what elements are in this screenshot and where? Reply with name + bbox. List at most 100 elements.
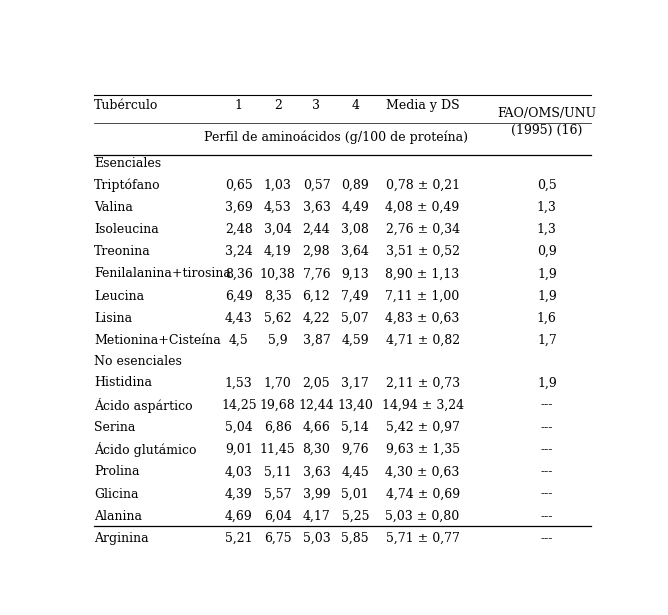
- Text: 4,5: 4,5: [229, 334, 248, 347]
- Text: ---: ---: [540, 466, 553, 478]
- Text: 1,9: 1,9: [537, 290, 556, 303]
- Text: 1,03: 1,03: [264, 178, 291, 191]
- Text: 10,38: 10,38: [260, 268, 295, 280]
- Text: 0,9: 0,9: [537, 245, 556, 258]
- Text: Serina: Serina: [94, 421, 135, 434]
- Text: 4,83 ± 0,63: 4,83 ± 0,63: [385, 312, 460, 325]
- Text: 5,57: 5,57: [264, 488, 291, 501]
- Text: 4,49: 4,49: [341, 200, 369, 213]
- Text: 5,04: 5,04: [225, 421, 253, 434]
- Text: 3,87: 3,87: [303, 334, 331, 347]
- Text: 6,75: 6,75: [264, 532, 291, 545]
- Text: 3,64: 3,64: [341, 245, 369, 258]
- Text: 3,99: 3,99: [303, 488, 330, 501]
- Text: Arginina: Arginina: [94, 532, 148, 545]
- Text: 7,76: 7,76: [303, 268, 330, 280]
- Text: Prolina: Prolina: [94, 466, 140, 478]
- Text: ---: ---: [540, 488, 553, 501]
- Text: 5,25: 5,25: [341, 510, 369, 523]
- Text: 4,30 ± 0,63: 4,30 ± 0,63: [385, 466, 460, 478]
- Text: 1,9: 1,9: [537, 376, 556, 389]
- Text: ---: ---: [540, 532, 553, 545]
- Text: Valina: Valina: [94, 200, 133, 213]
- Text: 4,69: 4,69: [225, 510, 253, 523]
- Text: Esenciales: Esenciales: [94, 157, 161, 170]
- Text: 3,63: 3,63: [303, 466, 331, 478]
- Text: 3,24: 3,24: [225, 245, 253, 258]
- Text: 3,63: 3,63: [303, 200, 331, 213]
- Text: 0,65: 0,65: [225, 178, 253, 191]
- Text: 6,04: 6,04: [264, 510, 291, 523]
- Text: 2,44: 2,44: [303, 223, 331, 236]
- Text: 1,3: 1,3: [537, 223, 557, 236]
- Text: 4: 4: [351, 98, 359, 111]
- Text: 0,89: 0,89: [341, 178, 369, 191]
- Text: 1,6: 1,6: [537, 312, 557, 325]
- Text: 7,11 ± 1,00: 7,11 ± 1,00: [385, 290, 460, 303]
- Text: Treonina: Treonina: [94, 245, 150, 258]
- Text: 4,08 ± 0,49: 4,08 ± 0,49: [385, 200, 460, 213]
- Text: Histidina: Histidina: [94, 376, 152, 389]
- Text: 4,43: 4,43: [225, 312, 253, 325]
- Text: 5,9: 5,9: [268, 334, 287, 347]
- Text: Leucina: Leucina: [94, 290, 144, 303]
- Text: Tubérculo: Tubérculo: [94, 98, 158, 111]
- Text: 9,01: 9,01: [225, 443, 253, 456]
- Text: 1,70: 1,70: [264, 376, 291, 389]
- Text: ---: ---: [540, 443, 553, 456]
- Text: 4,74 ± 0,69: 4,74 ± 0,69: [385, 488, 460, 501]
- Text: 14,94 ± 3,24: 14,94 ± 3,24: [381, 399, 464, 411]
- Text: 5,62: 5,62: [264, 312, 291, 325]
- Text: 0,78 ± 0,21: 0,78 ± 0,21: [385, 178, 460, 191]
- Text: Perfil de aminoácidos (g/100 de proteína): Perfil de aminoácidos (g/100 de proteína…: [204, 130, 468, 143]
- Text: 11,45: 11,45: [260, 443, 295, 456]
- Text: 9,13: 9,13: [341, 268, 369, 280]
- Text: 5,01: 5,01: [341, 488, 369, 501]
- Text: Triptófano: Triptófano: [94, 178, 160, 192]
- Text: 12,44: 12,44: [299, 399, 335, 411]
- Text: No esenciales: No esenciales: [94, 355, 182, 368]
- Text: 5,71 ± 0,77: 5,71 ± 0,77: [385, 532, 460, 545]
- Text: 13,40: 13,40: [337, 399, 373, 411]
- Text: 5,14: 5,14: [341, 421, 369, 434]
- Text: 9,63 ± 1,35: 9,63 ± 1,35: [385, 443, 460, 456]
- Text: Fenilalanina+tirosina: Fenilalanina+tirosina: [94, 268, 230, 280]
- Text: 5,03: 5,03: [303, 532, 331, 545]
- Text: 8,30: 8,30: [303, 443, 331, 456]
- Text: 5,07: 5,07: [341, 312, 369, 325]
- Text: 19,68: 19,68: [260, 399, 295, 411]
- Text: 4,59: 4,59: [341, 334, 369, 347]
- Text: 14,25: 14,25: [221, 399, 257, 411]
- Text: Lisina: Lisina: [94, 312, 132, 325]
- Text: Media y DS: Media y DS: [386, 98, 460, 111]
- Text: 2,98: 2,98: [303, 245, 330, 258]
- Text: 5,85: 5,85: [341, 532, 369, 545]
- Text: 5,42 ± 0,97: 5,42 ± 0,97: [385, 421, 460, 434]
- Text: 1: 1: [235, 98, 242, 111]
- Text: 5,03 ± 0,80: 5,03 ± 0,80: [385, 510, 460, 523]
- Text: 9,76: 9,76: [341, 443, 369, 456]
- Text: 4,17: 4,17: [303, 510, 331, 523]
- Text: 1,3: 1,3: [537, 200, 557, 213]
- Text: 4,22: 4,22: [303, 312, 330, 325]
- Text: 5,11: 5,11: [264, 466, 291, 478]
- Text: 1,9: 1,9: [537, 268, 556, 280]
- Text: 4,66: 4,66: [303, 421, 331, 434]
- Text: Metionina+Cisteína: Metionina+Cisteína: [94, 334, 220, 347]
- Text: FAO/OMS/UNU
(1995) (16): FAO/OMS/UNU (1995) (16): [497, 107, 597, 137]
- Text: 4,03: 4,03: [225, 466, 253, 478]
- Text: 4,19: 4,19: [264, 245, 291, 258]
- Text: 6,86: 6,86: [264, 421, 291, 434]
- Text: 6,49: 6,49: [225, 290, 253, 303]
- Text: Ácido glutámico: Ácido glutámico: [94, 442, 196, 457]
- Text: 0,57: 0,57: [303, 178, 330, 191]
- Text: 4,45: 4,45: [341, 466, 369, 478]
- Text: Alanina: Alanina: [94, 510, 142, 523]
- Text: 3,69: 3,69: [225, 200, 253, 213]
- Text: 3: 3: [313, 98, 321, 111]
- Text: 7,49: 7,49: [341, 290, 369, 303]
- Text: 4,39: 4,39: [225, 488, 253, 501]
- Text: 6,12: 6,12: [303, 290, 331, 303]
- Text: 2,05: 2,05: [303, 376, 330, 389]
- Text: 2: 2: [274, 98, 282, 111]
